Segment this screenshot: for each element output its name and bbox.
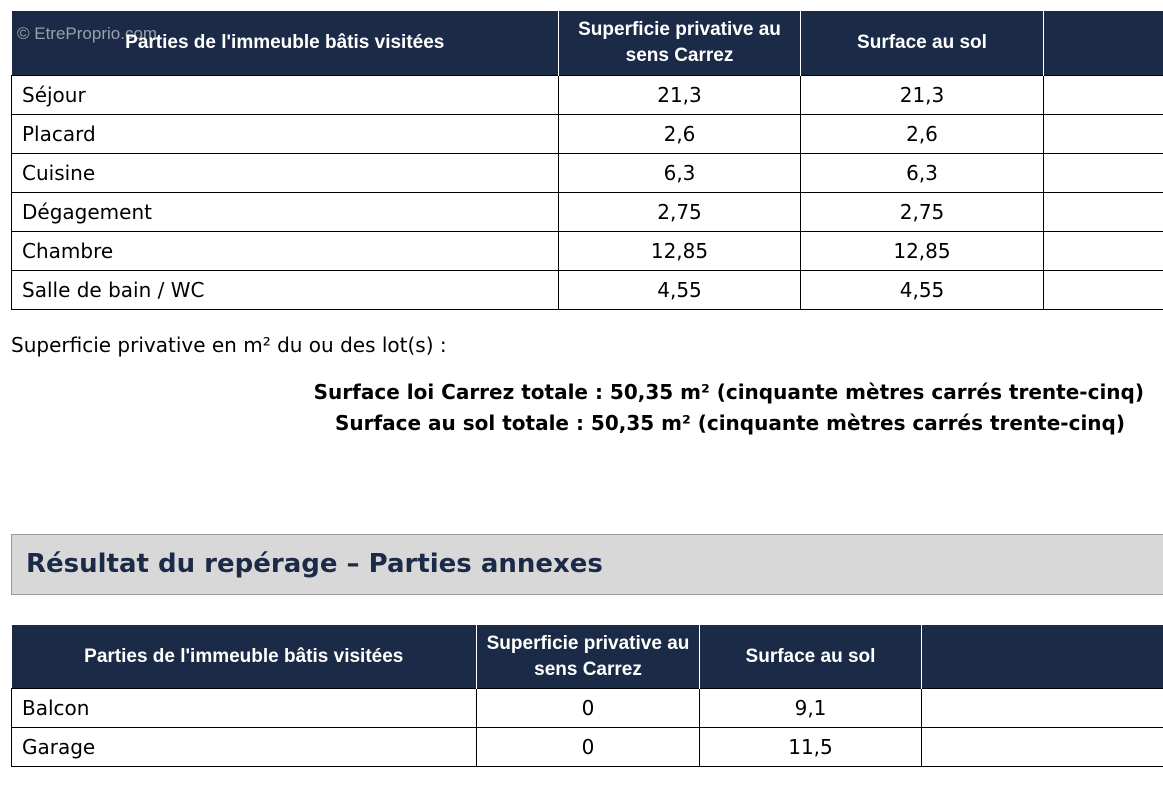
header-carrez: Superficie privative au sens Carrez [558, 11, 801, 76]
table-header-row: Parties de l'immeuble bâtis visitées Sup… [11, 11, 1163, 76]
table-header-row: Parties de l'immeuble bâtis visitées Sup… [11, 625, 1163, 689]
row-label: Salle de bain / WC [11, 270, 559, 310]
row-empty-cell [1043, 270, 1163, 310]
row-label: Garage [11, 727, 477, 767]
row-carrez-value: 12,85 [558, 231, 801, 271]
lot-surface-label: Superficie privative en m² du ou des lot… [11, 333, 447, 357]
table-row: Salle de bain / WC 4,55 4,55 [11, 270, 1163, 310]
row-sol-value: 11,5 [699, 727, 922, 767]
header-extra [1043, 11, 1163, 76]
table-row: Chambre 12,85 12,85 [11, 231, 1163, 271]
row-label: Cuisine [11, 153, 559, 193]
row-carrez-value: 2,6 [558, 114, 801, 154]
table-row: Garage 0 11,5 [11, 727, 1163, 767]
watermark: © EtreProprio.com [17, 24, 158, 43]
row-label: Chambre [11, 231, 559, 271]
row-label: Balcon [11, 688, 477, 728]
row-empty-cell [1043, 114, 1163, 154]
row-empty-cell [1043, 231, 1163, 271]
row-empty-cell [921, 727, 1163, 767]
header-extra [921, 625, 1163, 689]
table-row: Dégagement 2,75 2,75 [11, 192, 1163, 232]
row-sol-value: 6,3 [800, 153, 1044, 193]
row-empty-cell [1043, 153, 1163, 193]
row-sol-value: 4,55 [800, 270, 1044, 310]
row-sol-value: 2,75 [800, 192, 1044, 232]
row-carrez-value: 6,3 [558, 153, 801, 193]
header-carrez: Superficie privative au sens Carrez [476, 625, 700, 689]
annex-section-banner: Résultat du repérage – Parties annexes [11, 534, 1163, 595]
row-carrez-value: 4,55 [558, 270, 801, 310]
annex-surface-table: Parties de l'immeuble bâtis visitées Sup… [11, 625, 1163, 767]
row-label: Séjour [11, 75, 559, 115]
table-row: Balcon 0 9,1 [11, 688, 1163, 728]
table-row: Séjour 21,3 21,3 [11, 75, 1163, 115]
row-sol-value: 12,85 [800, 231, 1044, 271]
row-carrez-value: 21,3 [558, 75, 801, 115]
header-sol: Surface au sol [699, 625, 922, 689]
annex-section-title: Résultat du repérage – Parties annexes [26, 549, 603, 579]
row-sol-value: 21,3 [800, 75, 1044, 115]
table-row: Cuisine 6,3 6,3 [11, 153, 1163, 193]
header-parties: Parties de l'immeuble bâtis visitées [11, 625, 477, 689]
row-label: Placard [11, 114, 559, 154]
row-sol-value: 9,1 [699, 688, 922, 728]
row-empty-cell [1043, 75, 1163, 115]
row-carrez-value: 0 [476, 727, 700, 767]
row-carrez-value: 2,75 [558, 192, 801, 232]
main-surface-table: Parties de l'immeuble bâtis visitées Sup… [11, 11, 1163, 310]
row-sol-value: 2,6 [800, 114, 1044, 154]
row-carrez-value: 0 [476, 688, 700, 728]
table-row: Placard 2,6 2,6 [11, 114, 1163, 154]
carrez-total: Surface loi Carrez totale : 50,35 m² (ci… [313, 380, 1144, 404]
row-label: Dégagement [11, 192, 559, 232]
row-empty-cell [921, 688, 1163, 728]
sol-total: Surface au sol totale : 50,35 m² (cinqua… [334, 411, 1125, 435]
header-parties: Parties de l'immeuble bâtis visitées [11, 11, 559, 76]
header-sol: Surface au sol [800, 11, 1044, 76]
row-empty-cell [1043, 192, 1163, 232]
